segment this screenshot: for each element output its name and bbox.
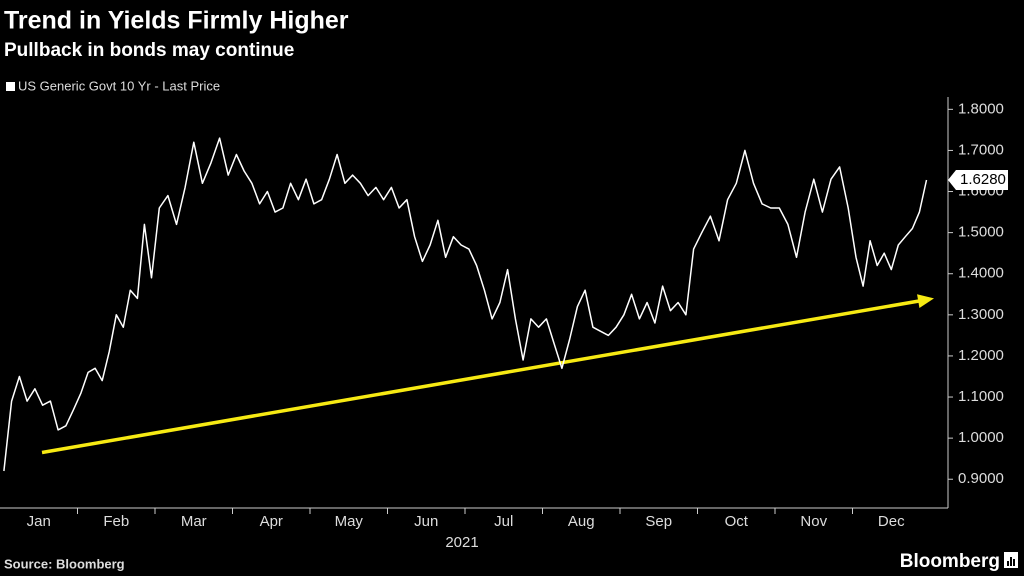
x-tick-label: Nov — [800, 513, 827, 530]
x-tick-label: Jul — [494, 513, 513, 530]
brand: Bloomberg — [900, 551, 1000, 572]
x-tick-label: May — [335, 513, 364, 530]
trend-arrow — [41, 298, 923, 455]
source: Source: Bloomberg — [4, 556, 125, 571]
y-tick-label: 1.2000 — [958, 347, 1004, 364]
y-tick-label: 1.7000 — [958, 141, 1004, 158]
y-tick-label: 1.1000 — [958, 388, 1004, 405]
series-line — [3, 137, 928, 472]
y-tick-label: 1.3000 — [958, 306, 1004, 323]
legend-swatch — [6, 82, 15, 91]
legend-label: US Generic Govt 10 Yr - Last Price — [18, 78, 220, 93]
x-tick-label: Feb — [103, 513, 129, 530]
y-tick-label: 1.8000 — [958, 100, 1004, 117]
x-tick-label: Mar — [181, 513, 207, 530]
x-tick-label: Dec — [878, 513, 905, 530]
x-axis-label: 2021 — [445, 534, 478, 551]
end-label: 1.6280 — [960, 171, 1006, 188]
x-tick-label: Apr — [260, 513, 283, 530]
brand-icon — [1004, 552, 1018, 568]
x-tick-label: Jun — [414, 513, 438, 530]
y-tick-label: 1.4000 — [958, 265, 1004, 282]
chart-title: Trend in Yields Firmly Higher — [4, 7, 349, 35]
y-tick-label: 1.5000 — [958, 224, 1004, 241]
trend-arrow-head — [917, 294, 934, 309]
chart-subtitle: Pullback in bonds may continue — [4, 40, 294, 61]
x-tick-label: Aug — [568, 513, 595, 530]
y-tick-label: 0.9000 — [958, 470, 1004, 487]
y-tick-label: 1.0000 — [958, 429, 1004, 446]
end-label-box — [948, 170, 1008, 191]
x-tick-label: Sep — [645, 513, 672, 530]
x-tick-label: Jan — [27, 513, 51, 530]
x-tick-label: Oct — [725, 513, 749, 530]
